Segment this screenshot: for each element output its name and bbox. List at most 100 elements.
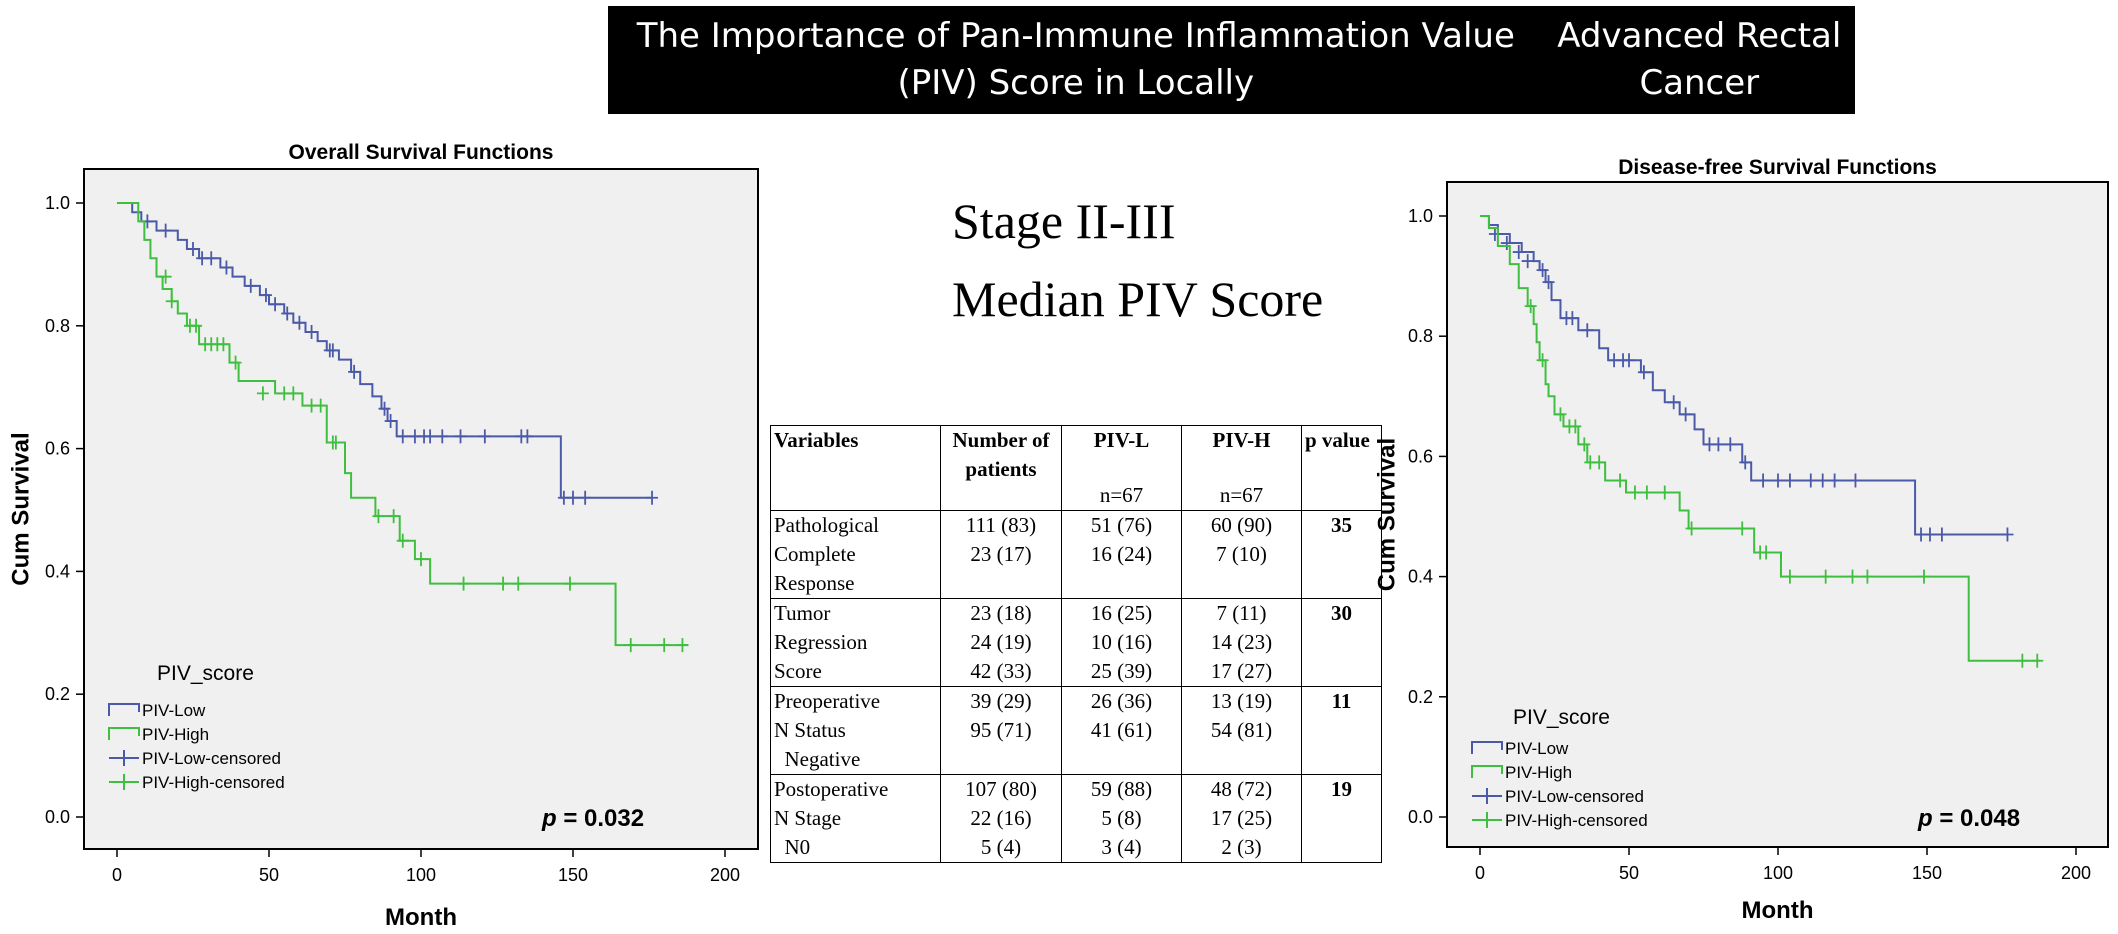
legend-label: PIV-Low-censored	[1505, 787, 1644, 806]
row-label: Postoperative N Stage N0	[770, 774, 941, 863]
censored-mark	[1783, 569, 1796, 584]
row-number: 111 (83) 23 (17)	[940, 510, 1062, 599]
censored-mark	[1712, 437, 1725, 452]
x-tick-label: 50	[1619, 863, 1639, 883]
legend-label: PIV-High	[1505, 763, 1572, 782]
row-p-value: 35	[1301, 510, 1382, 599]
censored-mark	[436, 429, 449, 444]
table-row: Preoperative N Status Negative 39 (29) 95 …	[770, 686, 1382, 775]
censored-mark	[217, 337, 230, 352]
censored-mark	[1521, 254, 1534, 269]
header-variables: Variables	[770, 425, 941, 511]
legend-swatch	[1471, 741, 1503, 754]
censored-mark	[1828, 473, 1841, 488]
header-piv-high-n: n=67	[1219, 483, 1264, 507]
x-tick-label: 150	[1912, 863, 1942, 883]
censored-mark	[2031, 653, 2044, 668]
censored-mark	[1542, 275, 1555, 290]
censored-mark	[563, 576, 576, 591]
overall-x-axis-label: Month	[385, 904, 457, 931]
censored-mark	[1500, 236, 1513, 251]
overall-chart-title: Overall Survival Functions	[289, 141, 554, 164]
censored-mark	[1536, 353, 1549, 368]
censored-mark	[1569, 419, 1582, 434]
censored-mark	[646, 490, 659, 505]
overall-legend-title: PIV_score	[157, 662, 254, 685]
censored-mark	[1783, 473, 1796, 488]
overall-y-axis-label: Cum Survival	[7, 432, 34, 585]
censored-mark	[1724, 437, 1737, 452]
legend-swatch	[108, 727, 140, 740]
legend-swatch	[108, 703, 140, 716]
censored-mark	[387, 509, 400, 524]
table-row: Tumor Regression Score 23 (18) 24 (19) 42 (3…	[770, 598, 1382, 687]
x-tick-label: 200	[710, 865, 740, 885]
disease-free-x-axis-label: Month	[1742, 897, 1814, 924]
y-tick-label: 0.0	[1408, 807, 1433, 827]
y-tick-label: 0.4	[45, 561, 70, 581]
censored-mark	[658, 638, 671, 653]
y-tick-label: 0.6	[1408, 446, 1433, 466]
censored-mark	[1578, 437, 1591, 452]
censored-mark	[512, 576, 525, 591]
censored-mark	[1566, 311, 1579, 326]
x-tick-label: 0	[1475, 863, 1485, 883]
censored-mark	[293, 315, 306, 330]
y-tick-label: 1.0	[1408, 206, 1433, 226]
disease-free-plot-frame	[1446, 181, 2109, 848]
censored-mark	[244, 278, 257, 293]
censored-mark	[1846, 569, 1859, 584]
header-title-line-1: The Importance of Pan-Immune Inflammatio…	[636, 16, 1515, 103]
censored-mark	[281, 306, 294, 321]
censored-mark	[1554, 407, 1567, 422]
row-piv-low: 26 (36) 41 (61)	[1061, 686, 1182, 775]
censored-mark	[159, 269, 172, 284]
row-piv-high: 48 (72) 17 (25) 2 (3)	[1181, 774, 1302, 863]
legend-swatch	[1472, 812, 1502, 828]
legend-label: PIV-Low-censored	[142, 749, 281, 768]
censored-mark	[372, 509, 385, 524]
legend-swatch	[1472, 788, 1502, 804]
header-piv-low: PIV-L n=67	[1061, 425, 1182, 511]
censored-mark	[457, 576, 470, 591]
x-tick-label: 100	[406, 865, 436, 885]
disease-free-legend-title: PIV_score	[1513, 706, 1610, 729]
series-line-piv-high	[1480, 215, 2041, 662]
row-p-value: 19	[1301, 774, 1382, 863]
x-tick-label: 50	[259, 865, 279, 885]
censored-mark	[1918, 569, 1931, 584]
legend-label: PIV-Low	[142, 701, 206, 720]
censored-mark	[314, 398, 327, 413]
censored-mark	[1667, 395, 1680, 410]
header-p-value: p value	[1301, 425, 1382, 511]
censored-mark	[478, 429, 491, 444]
row-label: Pathological Complete Response	[770, 510, 941, 599]
censored-mark	[1593, 455, 1606, 470]
censored-mark	[1760, 545, 1773, 560]
disease-free-p-annotation: p = 0.048	[1917, 805, 2020, 832]
censored-mark	[259, 288, 272, 303]
header-piv-high: PIV-H n=67	[1181, 425, 1302, 511]
censored-mark	[1679, 407, 1692, 422]
table-row: Postoperative N Stage N0 107 (80) 22 (16) 5…	[770, 774, 1382, 863]
row-number: 107 (80) 22 (16) 5 (4)	[940, 774, 1062, 863]
table-row: Pathological Complete Response 111 (83) 23 …	[770, 510, 1382, 599]
legend-label: PIV-Low	[1505, 739, 1569, 758]
characteristics-table: Variables Number of patients PIV-L n=67 P…	[770, 425, 1382, 863]
x-tick-label: 0	[112, 865, 122, 885]
censored-mark	[1935, 527, 1948, 542]
censored-mark	[1623, 353, 1635, 368]
censored-mark	[567, 490, 579, 505]
censored-mark	[497, 576, 510, 591]
row-label: Tumor Regression Score	[770, 598, 941, 687]
stage-summary: Stage II-III Median PIV Score	[952, 182, 1323, 338]
overall-plot-frame	[83, 168, 759, 850]
censored-mark	[676, 638, 689, 653]
censored-mark	[1861, 569, 1874, 584]
row-p-value: 30	[1301, 598, 1382, 687]
censored-mark	[326, 343, 339, 358]
censored-mark	[2016, 653, 2029, 668]
table-header-row: Variables Number of patients PIV-L n=67 P…	[770, 425, 1382, 511]
censored-mark	[1757, 473, 1770, 488]
legend-label: PIV-High-censored	[1505, 811, 1648, 830]
